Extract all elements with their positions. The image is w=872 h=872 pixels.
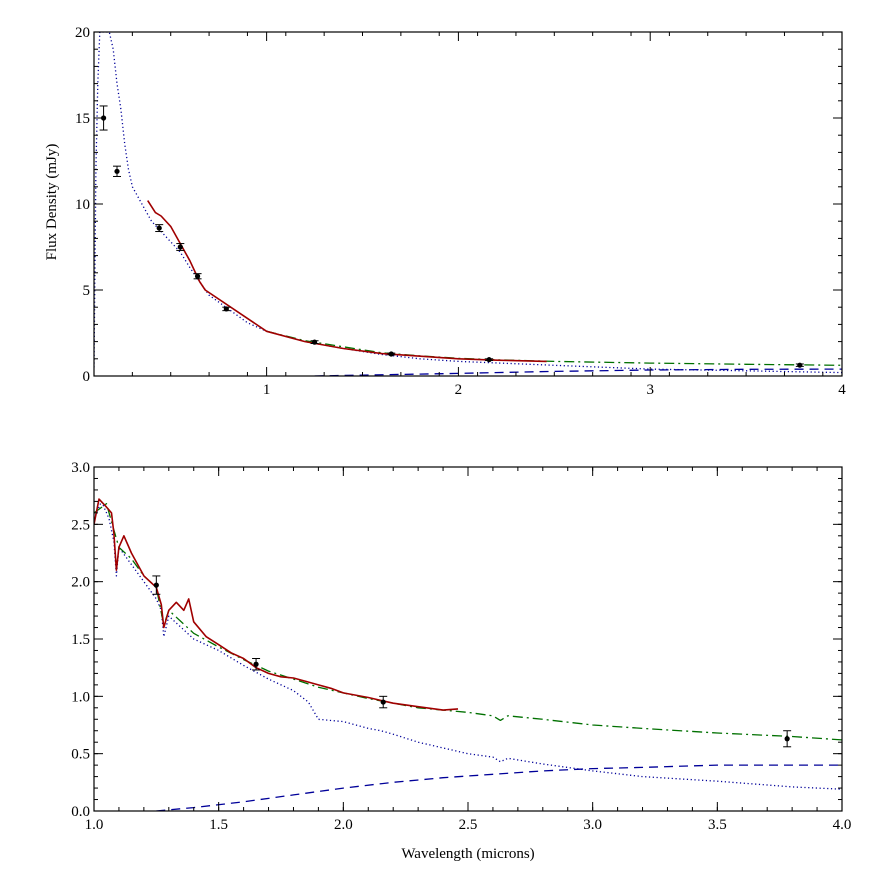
bottom-stellar-model-line bbox=[94, 500, 842, 790]
photometry-marker bbox=[153, 582, 159, 588]
photometry-marker bbox=[194, 273, 201, 279]
top-panel-photometry bbox=[99, 105, 804, 368]
x-tick-label: 4.0 bbox=[833, 817, 852, 833]
y-tick-label: 1.0 bbox=[71, 689, 90, 705]
x-tick-label: 2 bbox=[455, 382, 463, 398]
photometry-marker bbox=[388, 351, 394, 357]
bottom-panel-series-group bbox=[94, 498, 842, 811]
bottom-panel-axes: 1.0 1.5 2.0 2.5 3.0 3.5 4.0 0.0 0.5 1.0 1.5 2.0 2.5 3… bbox=[71, 460, 851, 833]
photometry-marker bbox=[784, 736, 790, 742]
photometry-marker bbox=[100, 115, 107, 121]
y-tick-label: 10 bbox=[75, 197, 90, 213]
photometry-marker bbox=[156, 225, 162, 231]
bottom-panel-plot: 1.0 1.5 2.0 2.5 3.0 3.5 4.0 0.0 0.5 1.0 1.5 2.0 2.5 3… bbox=[71, 460, 851, 862]
top-photometry-point bbox=[176, 243, 185, 251]
photometry-marker bbox=[253, 661, 259, 667]
top-photometry-point bbox=[795, 362, 804, 368]
top-observed-spectrum-line bbox=[147, 200, 547, 363]
photometry-marker bbox=[797, 362, 803, 368]
x-tick-label: 3.5 bbox=[708, 817, 727, 833]
photometry-marker bbox=[114, 168, 120, 174]
top-panel-curves bbox=[94, 32, 842, 376]
y-tick-label: 2.0 bbox=[71, 575, 90, 591]
bottom-photometry-point bbox=[152, 575, 161, 595]
y-tick-label: 20 bbox=[75, 25, 90, 41]
bottom-total-model-line bbox=[94, 503, 842, 741]
top-panel-series-group bbox=[94, 32, 842, 376]
x-tick-label: 2.0 bbox=[334, 817, 353, 833]
x-tick-label: 2.5 bbox=[459, 817, 478, 833]
top-panel-frame bbox=[93, 31, 843, 377]
top-photometry-point bbox=[485, 357, 494, 363]
top-dust-component-line bbox=[314, 368, 842, 376]
top-photometry-point bbox=[99, 105, 108, 131]
top-photometry-point bbox=[113, 165, 122, 177]
bottom-photometry-point bbox=[379, 695, 388, 709]
top-photometry-point bbox=[387, 351, 396, 357]
top-photometry-point bbox=[155, 224, 164, 233]
photometry-marker bbox=[223, 306, 229, 312]
bottom-photometry-point bbox=[252, 657, 261, 671]
bottom-panel-xlabel: Wavelength (microns) bbox=[401, 846, 534, 862]
y-tick-label: 5 bbox=[83, 283, 91, 299]
bottom-panel-curves bbox=[94, 498, 842, 811]
top-photometry-point bbox=[222, 306, 231, 312]
top-total-model-line bbox=[266, 330, 842, 366]
y-tick-label: 1.5 bbox=[71, 632, 90, 648]
y-tick-label: 0.5 bbox=[71, 747, 90, 763]
photometry-marker bbox=[380, 699, 386, 705]
x-tick-label: 1.0 bbox=[85, 817, 104, 833]
top-photometry-point bbox=[310, 339, 319, 345]
x-tick-label: 3.0 bbox=[583, 817, 602, 833]
y-tick-label: 2.5 bbox=[71, 517, 90, 533]
y-tick-label: 0.0 bbox=[71, 804, 90, 820]
top-stellar-model-line bbox=[94, 32, 842, 374]
x-tick-label: 4 bbox=[838, 382, 846, 398]
y-tick-label: 0 bbox=[83, 369, 91, 385]
y-tick-label: 15 bbox=[75, 111, 90, 127]
photometry-marker bbox=[177, 244, 183, 250]
top-panel-plot: 1 2 3 4 0 5 10 15 20 Flux Density (mJy) bbox=[44, 25, 846, 398]
x-tick-label: 3 bbox=[646, 382, 654, 398]
top-panel-axes: 1 2 3 4 0 5 10 15 20 bbox=[75, 25, 846, 398]
bottom-dust-component-line bbox=[156, 764, 842, 811]
photometry-marker bbox=[311, 339, 318, 345]
bottom-photometry-point bbox=[783, 730, 792, 748]
x-tick-label: 1 bbox=[263, 382, 271, 398]
bottom-panel-photometry bbox=[152, 575, 792, 748]
bottom-panel-frame bbox=[93, 466, 843, 812]
bottom-observed-spectrum-line bbox=[94, 498, 459, 711]
top-photometry-point bbox=[193, 273, 202, 280]
x-tick-label: 1.5 bbox=[209, 817, 228, 833]
y-tick-label: 3.0 bbox=[71, 460, 90, 476]
photometry-marker bbox=[486, 357, 492, 363]
top-panel-ylabel: Flux Density (mJy) bbox=[44, 144, 60, 261]
